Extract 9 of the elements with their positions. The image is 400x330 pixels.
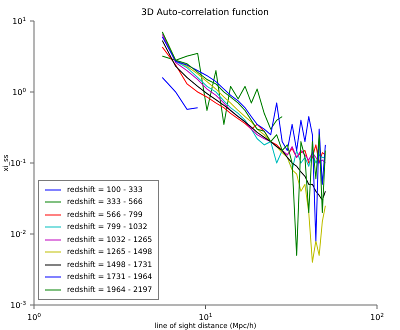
y-tick-label: 10$^{0}$ [12, 87, 26, 97]
x-tick-label: 10$^{0}$ [27, 312, 42, 322]
x-tick-label: 10$^{1}$ [198, 312, 213, 322]
y-tick-label: 10$^{-1}$ [10, 158, 26, 168]
y-tick-label: 10$^{1}$ [12, 16, 26, 26]
x-tick-label: 10$^{2}$ [370, 312, 384, 322]
chart-title: 3D Auto-correlation function [141, 8, 269, 18]
y-tick-label: 10$^{-3}$ [10, 300, 26, 310]
y-tick-label: 10$^{-2}$ [10, 229, 26, 239]
